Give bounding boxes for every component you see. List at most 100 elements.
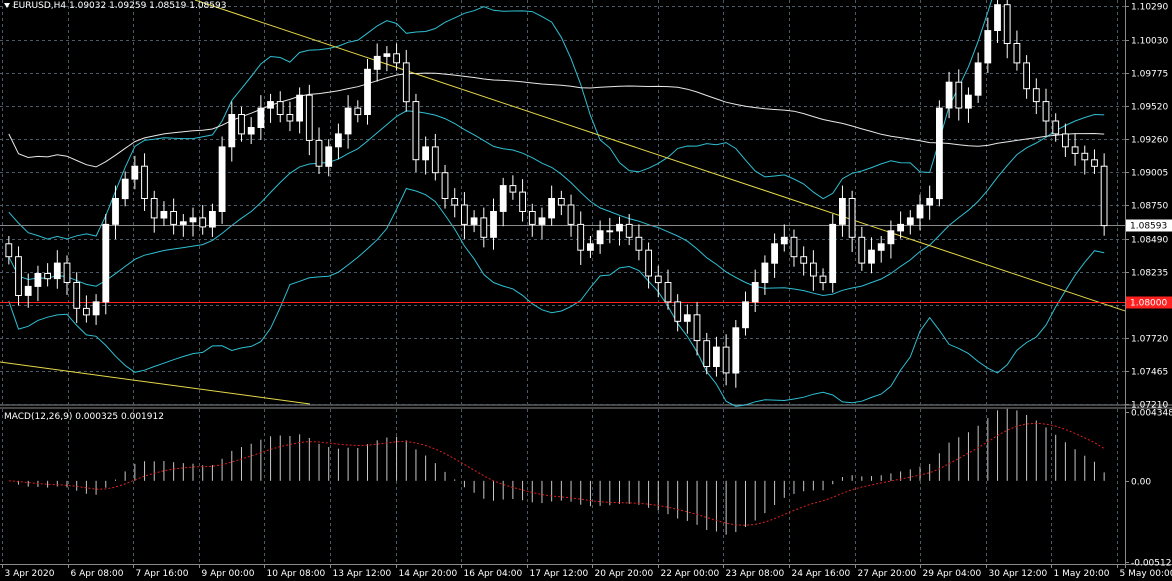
candle [228, 101, 236, 162]
price-series [0, 0, 1126, 407]
dropdown-triangle-icon[interactable] [4, 3, 10, 8]
candle [470, 210, 478, 233]
candle [92, 294, 100, 325]
candle-body [567, 204, 575, 225]
candle [112, 185, 119, 240]
candle [848, 190, 856, 253]
candle [160, 201, 168, 226]
candle [974, 52, 982, 103]
candle [635, 224, 643, 261]
candle [810, 250, 817, 291]
candle-body [257, 107, 265, 128]
candle [945, 71, 953, 119]
candle [1052, 113, 1060, 142]
candle [703, 332, 711, 375]
macd-tick-label: -0.005122 [1131, 559, 1172, 569]
candle [1013, 30, 1021, 71]
candle-body [955, 81, 963, 109]
candle-body [596, 230, 604, 245]
candle-body [131, 165, 139, 180]
candle-body [868, 249, 875, 264]
candle [829, 214, 837, 293]
candle-body [315, 139, 323, 167]
price-tick-label: 1.08490 [1131, 236, 1168, 246]
candle-body [1042, 101, 1050, 122]
candle-body [441, 172, 449, 199]
candle-body [383, 53, 391, 57]
candle-body [73, 282, 81, 309]
candle [393, 43, 401, 71]
time-tick-label: 17 Apr 12:00 [530, 569, 589, 579]
time-tick-label: 9 Apr 00:00 [202, 569, 255, 579]
bollinger-middle-band [8, 110, 1105, 297]
candle [364, 58, 371, 125]
candle-body [209, 211, 216, 228]
candle [926, 185, 934, 220]
candle [664, 269, 672, 310]
candle-body [83, 307, 90, 316]
candle [34, 265, 42, 302]
candle [209, 203, 216, 238]
candle-body [984, 30, 992, 64]
candle [441, 164, 449, 209]
candle-body [819, 275, 827, 284]
candle [335, 123, 342, 160]
macd-series [8, 408, 1105, 535]
current-price-label: 1.08593 [1130, 222, 1167, 232]
candle-body [1032, 88, 1040, 103]
candle [819, 268, 827, 291]
descending-trendline [194, 0, 1126, 312]
candle-body [373, 55, 381, 70]
candle-body [490, 211, 497, 238]
candle [625, 214, 633, 246]
price-tick-label: 1.07465 [1131, 368, 1168, 378]
candle-body [839, 198, 846, 225]
candle [936, 100, 943, 207]
candle [868, 237, 875, 274]
candle [596, 220, 604, 254]
candle-body [800, 256, 808, 264]
candle-body [703, 340, 711, 368]
candle [984, 17, 992, 73]
candle [548, 185, 556, 226]
candle [616, 216, 623, 246]
candle-body [645, 249, 653, 277]
moving-average-line [8, 72, 1105, 168]
candle-body [499, 185, 507, 212]
candle-body [635, 236, 643, 251]
candle [528, 203, 536, 237]
candle [839, 185, 846, 237]
candle [557, 190, 565, 216]
bollinger-upper-band [8, 0, 993, 240]
candle-body [974, 62, 982, 96]
candle-body [112, 198, 119, 225]
candle-body [761, 262, 769, 284]
time-tick-label: 14 Apr 20:00 [399, 569, 458, 579]
candle-body [431, 146, 439, 174]
candle-body [461, 204, 468, 225]
candle-body [160, 211, 168, 219]
candle-body [557, 198, 565, 206]
candle-body [616, 223, 623, 232]
candle-body [267, 101, 274, 109]
candle-body [1062, 133, 1069, 148]
macd-tick-label: 0.004348 [1131, 409, 1172, 419]
price-tick-label: 1.09005 [1131, 169, 1168, 179]
candle [451, 188, 459, 218]
candle [189, 207, 197, 237]
candle-body [451, 198, 459, 206]
bollinger-lower-band [8, 187, 1105, 407]
candle-body [364, 68, 371, 116]
time-tick-label: 7 Apr 16:00 [136, 569, 189, 579]
time-axis: 3 Apr 2020 6 Apr 08:00 7 Apr 16:00 9 Apr 00… [2, 564, 1172, 579]
candle-body [625, 223, 633, 238]
candle [305, 84, 313, 156]
time-tick-label: 30 Apr 12:00 [989, 569, 1048, 579]
candle-body [528, 211, 536, 225]
candle [994, 0, 1001, 43]
candle-body [121, 178, 129, 200]
candle [1081, 145, 1089, 175]
candle-body [897, 223, 905, 232]
candle-body [848, 198, 856, 238]
